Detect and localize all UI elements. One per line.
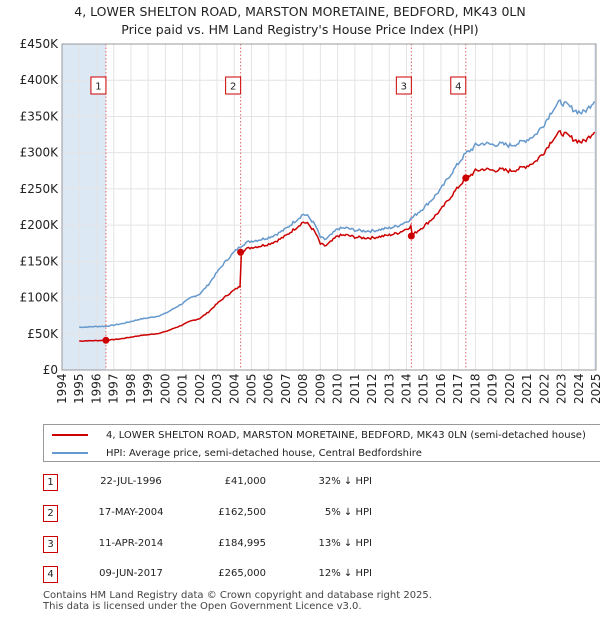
x-tick-label: 2020: [503, 373, 517, 404]
transaction-price: £184,995: [218, 538, 266, 549]
footer: Contains HM Land Registry data © Crown c…: [43, 590, 432, 612]
transaction-price: £265,000: [218, 568, 266, 579]
x-tick-label: 1996: [89, 373, 103, 404]
transaction-number: 2: [43, 505, 58, 522]
transaction-number: 3: [43, 536, 58, 553]
x-tick-label: 1998: [124, 373, 138, 404]
hpi-line: [79, 99, 596, 329]
y-tick-label: £250K: [20, 182, 60, 196]
x-tick-label: 2023: [555, 373, 569, 404]
x-tick-label: 2011: [348, 373, 362, 404]
chart: £0 £50K £100K £150K £200K £250K £300K £350K £400…: [20, 37, 600, 404]
sale-label: 2: [230, 82, 236, 93]
sale-point: [407, 232, 415, 240]
table-row: 1 22-JUL-1996 £41,000 32% ↓ HPI: [0, 474, 600, 494]
transaction-price: £162,500: [218, 507, 266, 518]
y-tick-label: £300K: [20, 146, 60, 160]
chart-title-block: 4, LOWER SHELTON ROAD, MARSTON MORETAINE…: [0, 3, 600, 39]
legend-item-hpi: HPI: Average price, semi-detached house,…: [52, 444, 422, 461]
x-tick-label: 2003: [210, 373, 224, 404]
x-tick-label: 2000: [158, 373, 172, 404]
y-tick-label: £0: [43, 363, 58, 377]
x-tick-label: 1994: [55, 373, 69, 404]
transaction-price: £41,000: [224, 476, 266, 487]
x-tick-label: 2004: [227, 373, 241, 404]
footer-licence: This data is licensed under the Open Gov…: [43, 601, 362, 612]
x-tick-label: 2001: [176, 373, 190, 404]
table-row: 4 09-JUN-2017 £265,000 12% ↓ HPI: [0, 566, 600, 586]
sale-point: [102, 336, 110, 344]
shade-pre-sale: [62, 44, 106, 370]
sale-label-box: [90, 76, 107, 95]
x-tick-label: 2008: [296, 373, 310, 404]
transaction-hpi-diff: 13% ↓ HPI: [318, 538, 372, 549]
x-tick-label: 2012: [365, 373, 379, 404]
y-tick-label: £150K: [20, 254, 60, 268]
transaction-date: 09-JUN-2017: [99, 568, 163, 579]
transaction-number: 1: [43, 474, 58, 491]
legend: 4, LOWER SHELTON ROAD, MARSTON MORETAINE…: [43, 424, 600, 462]
y-tick-label: £400K: [20, 73, 60, 87]
sale-label: 3: [401, 82, 407, 93]
transaction-number: 4: [43, 566, 58, 583]
x-tick-label: 2006: [262, 373, 276, 404]
sale-point: [237, 248, 245, 256]
legend-label-hpi: HPI: Average price, semi-detached house,…: [106, 447, 422, 459]
y-tick-label: £50K: [27, 327, 59, 341]
sale-label-box: [395, 76, 412, 95]
legend-swatch-hpi: [52, 452, 88, 454]
x-tick-label: 1999: [141, 373, 155, 404]
x-tick-label: 2018: [468, 373, 482, 404]
plot-frame: [61, 43, 597, 371]
x-tick-label: 2022: [537, 373, 551, 404]
table-row: 2 17-MAY-2004 £162,500 5% ↓ HPI: [0, 505, 600, 525]
x-tick-label: 2016: [434, 373, 448, 404]
chart-title: 4, LOWER SHELTON ROAD, MARSTON MORETAINE…: [74, 4, 526, 19]
transaction-date: 17-MAY-2004: [98, 507, 164, 518]
shade-recent: [594, 44, 596, 370]
x-tick-label: 1995: [72, 373, 86, 404]
x-tick-label: 2010: [331, 373, 345, 404]
x-tick-label: 2013: [382, 373, 396, 404]
x-tick-label: 2009: [313, 373, 327, 404]
sale-point: [462, 174, 470, 182]
table-row: 3 11-APR-2014 £184,995 13% ↓ HPI: [0, 536, 600, 556]
legend-item-property: 4, LOWER SHELTON ROAD, MARSTON MORETAINE…: [52, 426, 586, 444]
x-tick-label: 2025: [589, 373, 600, 404]
x-tick-label: 2017: [451, 373, 465, 404]
transaction-hpi-diff: 5% ↓ HPI: [324, 507, 372, 518]
x-tick-label: 2007: [279, 373, 293, 404]
x-tick-label: 2024: [572, 373, 586, 404]
transaction-hpi-diff: 32% ↓ HPI: [318, 476, 372, 487]
property-line: [79, 129, 596, 342]
y-tick-label: £350K: [20, 109, 60, 123]
transaction-date: 11-APR-2014: [98, 538, 164, 549]
legend-swatch-property: [52, 434, 88, 436]
y-tick-label: £100K: [20, 291, 60, 305]
x-tick-label: 2005: [244, 373, 258, 404]
y-tick-label: £450K: [20, 37, 60, 51]
transaction-date: 22-JUL-1996: [100, 476, 162, 487]
x-tick-label: 2015: [417, 373, 431, 404]
x-tick-label: 2021: [520, 373, 534, 404]
footer-copyright: Contains HM Land Registry data © Crown c…: [43, 590, 432, 601]
x-tick-label: 1997: [107, 373, 121, 404]
sale-label: 4: [455, 82, 461, 93]
y-tick-label: £200K: [20, 218, 60, 232]
x-tick-label: 2019: [486, 373, 500, 404]
sale-label-box: [450, 76, 467, 95]
chart-subtitle: Price paid vs. HM Land Registry's House …: [121, 22, 479, 37]
x-tick-label: 2002: [193, 373, 207, 404]
sale-label-box: [225, 76, 242, 95]
x-tick-label: 2014: [400, 373, 414, 404]
transaction-hpi-diff: 12% ↓ HPI: [318, 568, 372, 579]
legend-label-property: 4, LOWER SHELTON ROAD, MARSTON MORETAINE…: [106, 429, 586, 441]
sale-label: 1: [95, 82, 101, 93]
